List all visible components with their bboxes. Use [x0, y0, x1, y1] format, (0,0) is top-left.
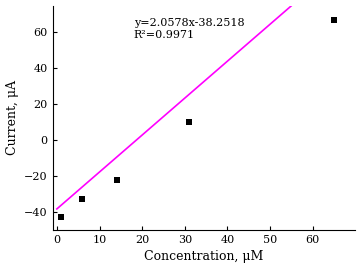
Text: y=2.0578x-38.2518
R²=0.9971: y=2.0578x-38.2518 R²=0.9971 — [134, 18, 244, 40]
Point — [114, 178, 119, 182]
Point — [58, 215, 64, 220]
Point — [331, 18, 337, 22]
Point — [79, 197, 85, 202]
X-axis label: Concentration, μM: Concentration, μM — [144, 250, 264, 263]
Y-axis label: Current, μA: Current, μA — [5, 80, 18, 155]
Point — [186, 120, 192, 125]
